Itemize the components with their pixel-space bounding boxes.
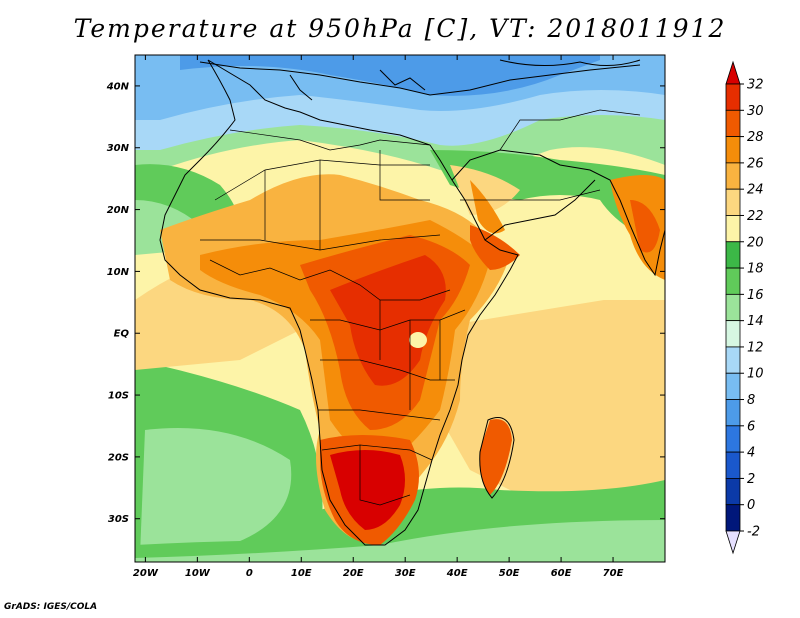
colorbar-segment — [725, 293, 741, 322]
temperature-field — [135, 55, 665, 562]
border-south-africa — [359, 445, 411, 506]
x-tick-label: 20W — [133, 568, 159, 579]
colorbar-label: 16 — [747, 288, 764, 303]
colorbar-segment — [725, 320, 741, 348]
africa-coastline — [159, 59, 519, 546]
europe-coastline — [199, 61, 641, 96]
x-tick-label: 0 — [246, 568, 253, 579]
border-north-africa — [229, 129, 431, 151]
field-arabia-26-28 — [470, 180, 505, 234]
map-title: Temperature at 950hPa [C], VT: 201801191… — [73, 14, 727, 43]
border-namibia-botswana — [321, 444, 433, 461]
colorbar-label: 30 — [747, 104, 764, 119]
colorbar-segment — [725, 136, 741, 164]
colorbar-label: 6 — [747, 419, 755, 434]
field-mediterranean-6-8 — [180, 55, 600, 96]
colorbar-label: -2 — [747, 525, 760, 540]
border-middle-east — [499, 109, 641, 151]
x-tick-label: 30E — [395, 568, 416, 579]
y-tick-label: 20S — [108, 452, 129, 463]
field-india-28-30 — [630, 200, 660, 253]
colorbar-label: 0 — [747, 498, 755, 513]
border-sahel — [200, 234, 441, 251]
y-tick-label: 40N — [106, 81, 130, 92]
x-tick-label: 10W — [185, 568, 211, 579]
colorbar-label: 4 — [747, 446, 755, 461]
colorbar-segment — [725, 188, 741, 216]
colorbar-segment — [725, 372, 741, 400]
colorbar-segment — [725, 451, 741, 479]
field-africa-30-32 — [330, 255, 446, 386]
x-tick-label: 70E — [603, 568, 624, 579]
border-arabia — [460, 189, 601, 201]
colorbar-label: 22 — [747, 209, 764, 224]
x-tick-label: 40E — [446, 568, 468, 579]
x-tick-label: 10E — [291, 568, 312, 579]
colorbar-label: 18 — [747, 262, 764, 277]
field-southern-ocean-14-16 — [135, 520, 665, 562]
plot-frame — [134, 54, 666, 563]
colorbar-label: 24 — [747, 183, 764, 198]
colorbar-label: 12 — [747, 340, 764, 355]
field-middle-east-16-18 — [430, 150, 665, 245]
colorbar-segment — [725, 109, 741, 137]
colorbar-segment — [725, 399, 741, 427]
border-west-africa — [209, 259, 451, 301]
border-congo — [320, 359, 455, 381]
y-tick-label: 10S — [108, 391, 129, 402]
colorbar-segment — [725, 425, 741, 453]
country-borders — [200, 109, 641, 506]
colorbar-segment — [725, 241, 741, 269]
colorbar-above-max — [725, 60, 741, 85]
x-tick-label: 50E — [499, 568, 520, 579]
colorbar-label: 2 — [747, 472, 755, 487]
field-horn-28-30 — [470, 225, 520, 270]
black-sea-coastline — [499, 59, 641, 67]
colorbar-segment — [725, 346, 741, 374]
colorbar-label: 10 — [747, 367, 764, 382]
colorbar-label: 20 — [747, 235, 764, 250]
border-angola-zambia — [318, 409, 441, 421]
y-tick-label: 30N — [107, 143, 130, 154]
border-east-africa-vertical — [379, 300, 441, 410]
colorbar-segment — [725, 83, 741, 111]
y-tick-label: EQ — [114, 329, 130, 340]
coastlines — [159, 59, 665, 546]
x-tick-label: 20E — [343, 568, 364, 579]
colorbar-label: 8 — [747, 393, 755, 408]
arabia-south-coast — [484, 179, 596, 241]
grads-credit: GrADS: IGES/COLA — [4, 602, 98, 612]
x-tick-label: 60E — [551, 568, 572, 579]
greece-coastline — [379, 69, 426, 91]
colorbar-segment — [725, 504, 741, 532]
colorbar-label: 26 — [747, 156, 764, 171]
y-axis: 40N 30N 20N 10N EQ 10S 20S 30S — [106, 81, 665, 525]
y-tick-label: 10N — [107, 267, 130, 278]
italy-coastline — [289, 74, 313, 101]
colorbar-label: 32 — [747, 78, 764, 93]
colorbar-label: 14 — [747, 314, 764, 329]
y-tick-label: 30S — [108, 514, 129, 525]
x-axis: 20W 10W 0 10E 20E 30E 40E 50E 60E 70E — [133, 55, 624, 579]
colorbar-below-min — [725, 530, 741, 555]
border-central-africa — [310, 309, 466, 331]
field-red-sea-22-24 — [450, 165, 520, 215]
colorbar-segment — [725, 267, 741, 295]
y-tick-label: 20N — [107, 205, 130, 216]
madagascar-coastline — [479, 417, 515, 499]
field-south-africa-above-32 — [330, 450, 405, 530]
colorbar-label: 28 — [747, 130, 764, 145]
colorbar-segment — [725, 215, 741, 243]
lake-victoria — [409, 332, 427, 348]
colorbar-segment — [725, 162, 741, 190]
field-south-atlantic-14-16 — [140, 428, 292, 555]
border-sahel-vertical — [264, 150, 430, 250]
colorbar-segment — [725, 478, 741, 506]
field-madagascar-28-30 — [479, 419, 512, 495]
